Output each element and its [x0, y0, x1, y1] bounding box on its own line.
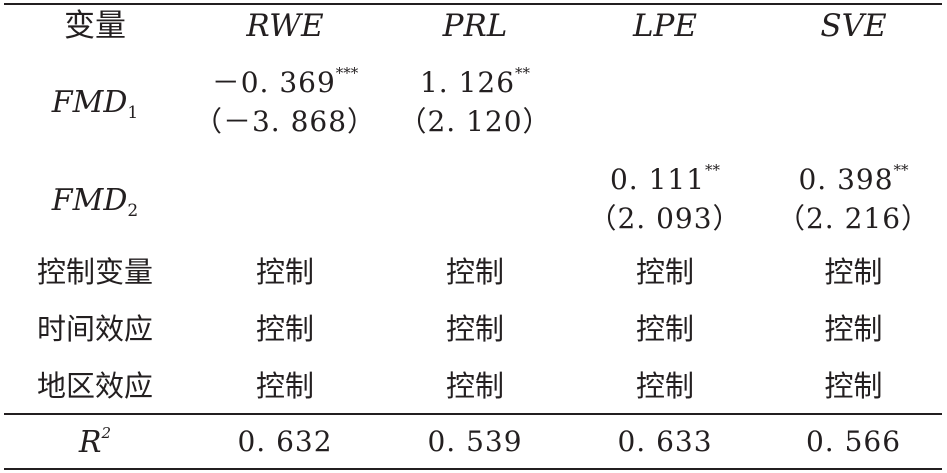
fmd1-rwe-coef: －0. 369***: [211, 64, 359, 99]
region-prl: 控制: [445, 369, 504, 403]
fmd2-sve-coef: 0. 398**: [798, 161, 909, 196]
header-prl: PRL: [442, 8, 508, 44]
controls-prl: 控制: [445, 255, 504, 289]
region-sve: 控制: [824, 369, 883, 403]
r2-rwe: 0. 632: [237, 425, 333, 458]
middle-rule: [4, 413, 942, 415]
fmd1-prl-tstat: （2. 120）: [398, 105, 552, 138]
fmd2-lpe-coef: 0. 111**: [609, 161, 721, 196]
controls-lpe: 控制: [635, 255, 694, 289]
region-rwe: 控制: [255, 369, 314, 403]
time-lpe: 控制: [635, 312, 694, 346]
fmd2-sve-tstat: （2. 216）: [776, 202, 931, 235]
row-label-fmd1: FMD1: [51, 85, 139, 123]
controls-sve: 控制: [824, 255, 883, 289]
time-rwe: 控制: [255, 312, 314, 346]
header-sve: SVE: [820, 8, 887, 44]
r2-lpe: 0. 633: [617, 425, 713, 458]
header-variable: 变量: [64, 8, 126, 44]
region-lpe: 控制: [635, 369, 694, 403]
row-label-r2: R2: [78, 424, 112, 460]
bottom-rule: [4, 468, 942, 470]
fmd1-rwe-tstat: （－3. 868）: [193, 105, 377, 138]
row-label-time-effect: 时间效应: [36, 312, 153, 346]
fmd1-prl-coef: 1. 126**: [419, 64, 531, 99]
fmd2-lpe-tstat: （2. 093）: [588, 202, 742, 235]
top-rule: [4, 3, 942, 5]
header-rwe: RWE: [246, 8, 324, 44]
row-label-fmd2: FMD2: [51, 183, 139, 221]
time-prl: 控制: [445, 312, 504, 346]
time-sve: 控制: [824, 312, 883, 346]
r2-sve: 0. 566: [805, 425, 902, 458]
r2-prl: 0. 539: [427, 425, 523, 458]
row-label-controls: 控制变量: [36, 255, 153, 289]
row-label-region-effect: 地区效应: [36, 369, 153, 403]
controls-rwe: 控制: [255, 255, 314, 289]
header-lpe: LPE: [632, 8, 698, 44]
